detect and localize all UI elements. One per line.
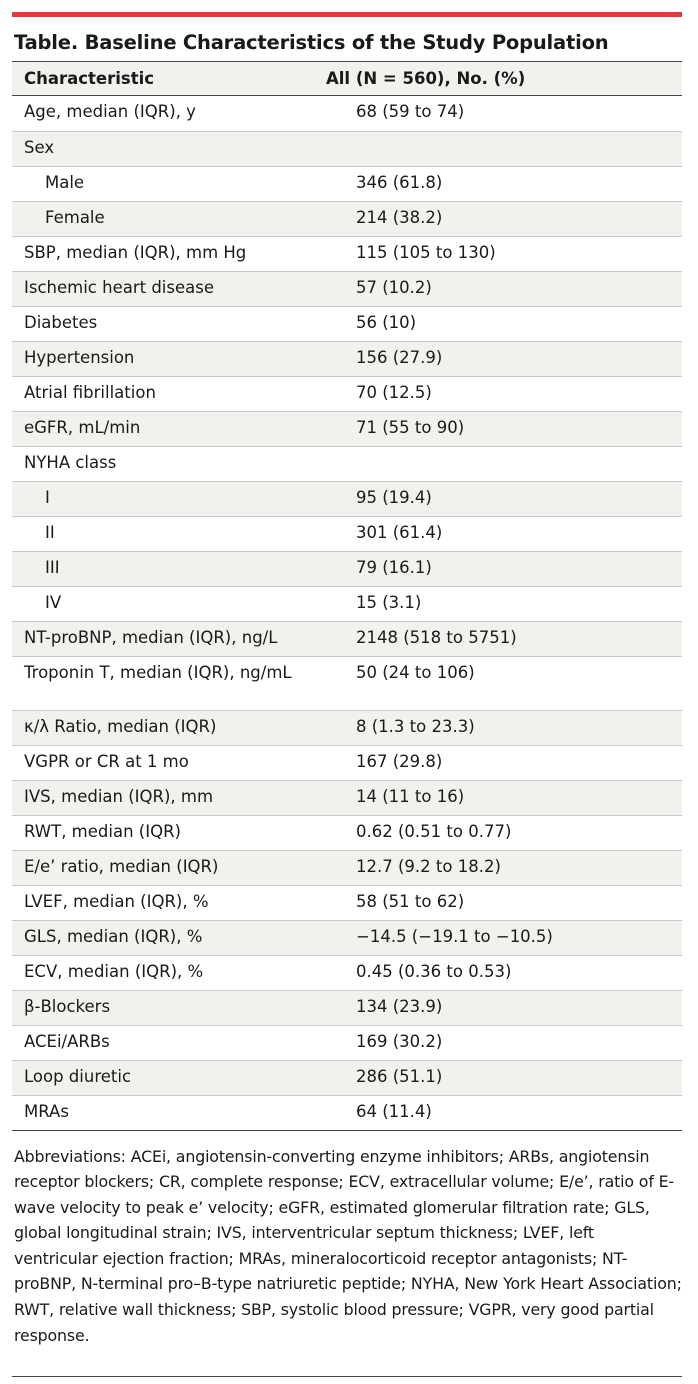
bottom-rule [12,1375,682,1377]
row-value: 169 (30.2) [356,1031,443,1051]
row-value: 346 (61.8) [356,172,443,192]
table-row: Troponin T, median (IQR), ng/mL 50 (24 to… [12,656,682,710]
table-row: Ischemic heart disease 57 (10.2) [12,271,682,306]
row-value: 115 (105 to 130) [356,242,496,262]
row-label: Age, median (IQR), y [24,102,196,121]
row-label: NT-proBNP, median (IQR), ng/L [24,627,278,647]
row-label: Diabetes [24,312,98,332]
table-row: NYHA class [12,446,682,481]
row-label: LVEF, median (IQR), % [24,891,209,911]
row-label: I [45,487,50,507]
row-label: ACEi/ARBs [24,1031,110,1051]
row-label: β-Blockers [24,996,111,1016]
table-row: IV 15 (3.1) [12,586,682,621]
row-value: 2148 (518 to 5751) [356,627,517,647]
table-row: Sex [12,131,682,166]
abbreviations-footnote: Abbreviations: ACEi, angiotensin-convert… [14,1146,682,1345]
row-label: RWT, median (IQR) [24,821,181,841]
table-row: IVS, median (IQR), mm 14 (11 to 16) [12,780,682,815]
row-value: 15 (3.1) [356,592,422,612]
row-label: Loop diuretic [24,1066,132,1086]
row-label: Female [45,207,105,227]
row-value: 134 (23.9) [356,996,443,1016]
accent-rule [12,12,682,17]
row-label: ECV, median (IQR), % [24,961,204,981]
row-value: 8 (1.3 to 23.3) [356,716,475,736]
table-row: ECV, median (IQR), % 0.45 (0.36 to 0.53) [12,955,682,990]
table-row: κ/λ Ratio, median (IQR) 8 (1.3 to 23.3) [12,710,682,745]
table-row: Male 346 (61.8) [12,166,682,201]
table-row: SBP, median (IQR), mm Hg 115 (105 to 130) [12,236,682,271]
table-row: LVEF, median (IQR), % 58 (51 to 62) [12,885,682,920]
row-label: Hypertension [24,347,135,367]
data-table: Age, median (IQR), y 68 (59 to 74) Sex Male… [12,96,682,1131]
row-label: III [45,557,60,577]
table-row: ACEi/ARBs 169 (30.2) [12,1025,682,1060]
row-label: GLS, median (IQR), % [24,926,203,946]
row-value [344,446,682,481]
column-header-characteristic: Characteristic [24,69,155,88]
column-header-all: All (N = 560), No. (%) [326,69,526,88]
table-row: NT-proBNP, median (IQR), ng/L 2148 (518 t… [12,621,682,656]
row-value: 56 (10) [356,312,417,332]
table-row: E/e’ ratio, median (IQR) 12.7 (9.2 to 18.… [12,850,682,885]
row-value: 0.45 (0.36 to 0.53) [356,961,512,981]
row-label: eGFR, mL/min [24,417,141,437]
table-title: Table. Baseline Characteristics of the S… [14,31,609,54]
row-label: κ/λ Ratio, median (IQR) [24,716,217,736]
row-value: 214 (38.2) [356,207,443,227]
row-label: MRAs [24,1101,69,1121]
row-value: 57 (10.2) [356,277,432,297]
row-value: 71 (55 to 90) [356,417,465,437]
row-label: Troponin T, median (IQR), ng/mL [24,662,292,682]
row-value: 95 (19.4) [356,487,432,507]
row-label: VGPR or CR at 1 mo [24,751,189,771]
row-value: 156 (27.9) [356,347,443,367]
table-row: β-Blockers 134 (23.9) [12,990,682,1025]
table-row: Loop diuretic 286 (51.1) [12,1060,682,1095]
row-label: Atrial fibrillation [24,382,156,402]
row-label: II [45,522,55,542]
row-value: 301 (61.4) [356,522,443,542]
row-label: E/e’ ratio, median (IQR) [24,856,219,876]
row-value: 68 (59 to 74) [356,102,465,121]
row-value: −14.5 (−19.1 to −10.5) [356,926,553,946]
table-row: Age, median (IQR), y 68 (59 to 74) [12,96,682,131]
table-row: VGPR or CR at 1 mo 167 (29.8) [12,745,682,780]
table-row: Female 214 (38.2) [12,201,682,236]
row-value: 14 (11 to 16) [356,786,465,806]
row-value: 79 (16.1) [356,557,432,577]
table-header: Characteristic All (N = 560), No. (%) [12,61,682,96]
table-row: Atrial fibrillation 70 (12.5) [12,376,682,411]
row-value: 167 (29.8) [356,751,443,771]
table-row: GLS, median (IQR), % −14.5 (−19.1 to −10.… [12,920,682,955]
table-figure: Table. Baseline Characteristics of the S… [12,12,682,1377]
table-row: MRAs 64 (11.4) [12,1095,682,1130]
row-value: 70 (12.5) [356,382,432,402]
row-label: Ischemic heart disease [24,277,214,297]
row-label: Sex [24,137,55,157]
row-value [344,131,682,166]
row-value: 0.62 (0.51 to 0.77) [356,821,512,841]
table-row: Diabetes 56 (10) [12,306,682,341]
row-value: 58 (51 to 62) [356,891,465,911]
table-row: eGFR, mL/min 71 (55 to 90) [12,411,682,446]
table-row: II 301 (61.4) [12,516,682,551]
row-label: SBP, median (IQR), mm Hg [24,242,247,262]
row-label: IVS, median (IQR), mm [24,786,214,806]
row-value: 286 (51.1) [356,1066,443,1086]
table-row: I 95 (19.4) [12,481,682,516]
table-row: Hypertension 156 (27.9) [12,341,682,376]
row-value: 64 (11.4) [356,1101,432,1121]
row-label: IV [45,592,62,612]
row-value: 50 (24 to 106) [356,662,475,682]
row-label: NYHA class [24,452,117,472]
row-value: 12.7 (9.2 to 18.2) [356,856,501,876]
row-label: Male [45,172,85,192]
table-row: RWT, median (IQR) 0.62 (0.51 to 0.77) [12,815,682,850]
table-row: III 79 (16.1) [12,551,682,586]
